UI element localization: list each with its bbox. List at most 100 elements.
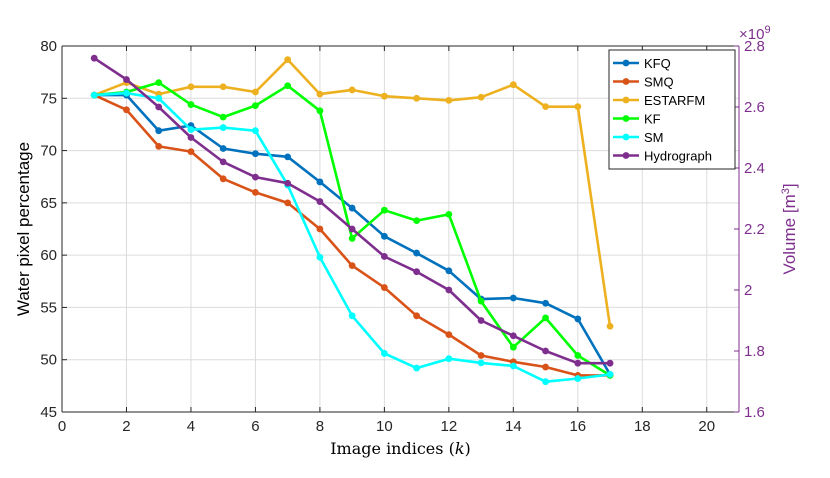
legend-marker-kf bbox=[622, 115, 630, 122]
point-kfq bbox=[316, 178, 324, 186]
point-sm bbox=[574, 375, 582, 382]
y-tick-label: 50 bbox=[40, 352, 57, 369]
point-estarfm bbox=[509, 81, 517, 89]
point-sm bbox=[123, 89, 130, 97]
axis-labels: Water pixel percentage Image indices (k) V… bbox=[14, 142, 799, 458]
point-sm bbox=[252, 127, 259, 135]
point-sm bbox=[542, 378, 549, 386]
point-estarfm bbox=[574, 103, 582, 111]
point-smq bbox=[219, 175, 227, 183]
point-kfq bbox=[542, 299, 549, 307]
x-tick-label: 10 bbox=[376, 418, 393, 435]
series-layer bbox=[90, 54, 614, 386]
y2-axis-label: Volume [m3] bbox=[780, 183, 799, 274]
point-sm bbox=[606, 370, 614, 378]
point-estarfm bbox=[606, 322, 614, 330]
point-sm bbox=[445, 355, 453, 363]
point-kf bbox=[155, 79, 163, 86]
y2-tick-label: 2.8 bbox=[744, 38, 765, 55]
legend-marker-kfq bbox=[622, 59, 630, 67]
x-tick-label: 8 bbox=[316, 418, 324, 435]
point-kf bbox=[509, 343, 517, 351]
point-hydrograph bbox=[509, 332, 517, 340]
y-tick-label: 55 bbox=[40, 299, 57, 316]
x-tick-label: 20 bbox=[698, 418, 715, 435]
point-hydrograph bbox=[574, 359, 582, 367]
x-tick-label: 12 bbox=[441, 418, 458, 435]
point-kf bbox=[316, 107, 324, 115]
point-estarfm bbox=[252, 88, 259, 96]
point-kfq bbox=[155, 127, 163, 135]
point-smq bbox=[123, 106, 130, 114]
axes: 0 2 4 6 8 10 12 14 16 18 20 45 50 55 60 65 70 75 80 1.6 1.8 2… bbox=[40, 24, 770, 435]
point-smq bbox=[252, 189, 259, 196]
x-tick-label: 2 bbox=[122, 418, 130, 435]
point-hydrograph bbox=[413, 268, 421, 276]
point-kf bbox=[284, 82, 292, 90]
point-kfq bbox=[380, 232, 388, 240]
point-estarfm bbox=[477, 93, 485, 101]
point-kfq bbox=[445, 267, 453, 275]
y-tick-label: 65 bbox=[40, 195, 57, 212]
point-kf bbox=[187, 101, 195, 108]
point-hydrograph bbox=[155, 103, 163, 111]
point-estarfm bbox=[219, 83, 227, 91]
legend-marker-estarfm bbox=[622, 96, 630, 104]
y2-tick-label: 2.4 bbox=[744, 160, 765, 177]
point-sm bbox=[348, 312, 356, 320]
y-tick-label: 75 bbox=[40, 90, 57, 107]
point-kfq bbox=[284, 153, 292, 161]
point-estarfm bbox=[284, 56, 292, 63]
point-hydrograph bbox=[606, 359, 614, 367]
point-hydrograph bbox=[316, 198, 324, 205]
x-tick-label: 18 bbox=[634, 418, 651, 435]
point-hydrograph bbox=[219, 158, 227, 166]
y2-tick-label: 1.6 bbox=[744, 404, 765, 421]
point-smq bbox=[542, 363, 549, 371]
point-kf bbox=[445, 210, 453, 218]
point-sm bbox=[477, 359, 485, 367]
x-tick-label: 14 bbox=[505, 418, 522, 435]
y2-exponent-label: ×109 bbox=[739, 24, 771, 43]
x-tick-label: 6 bbox=[251, 418, 259, 435]
point-hydrograph bbox=[542, 347, 549, 355]
point-smq bbox=[445, 331, 453, 339]
point-kf bbox=[252, 102, 259, 110]
point-estarfm bbox=[348, 86, 356, 94]
point-smq bbox=[316, 225, 324, 233]
legend-box bbox=[608, 49, 736, 170]
point-kf bbox=[413, 217, 421, 225]
point-hydrograph bbox=[348, 225, 356, 233]
x-tick-label: 16 bbox=[569, 418, 586, 435]
legend-marker-hydrograph bbox=[622, 152, 630, 159]
legend-label-estarfm: ESTARFM bbox=[644, 93, 705, 108]
point-sm bbox=[187, 126, 195, 134]
point-kfq bbox=[413, 249, 421, 257]
point-hydrograph bbox=[187, 134, 195, 141]
point-smq bbox=[380, 284, 388, 291]
y-tick-label: 60 bbox=[40, 247, 57, 264]
legend-label-kfq: KFQ bbox=[644, 56, 671, 71]
point-smq bbox=[348, 262, 356, 269]
legend-label-smq: SMQ bbox=[644, 75, 674, 90]
point-sm bbox=[90, 91, 98, 99]
y2-tick-label: 2 bbox=[744, 282, 752, 299]
point-hydrograph bbox=[284, 179, 292, 187]
x-tick-label: 4 bbox=[187, 418, 195, 435]
point-smq bbox=[155, 142, 163, 150]
point-sm bbox=[316, 253, 324, 261]
point-kf bbox=[574, 352, 582, 359]
point-smq bbox=[413, 312, 421, 320]
legend-marker-smq bbox=[622, 78, 630, 85]
point-kfq bbox=[219, 145, 227, 152]
point-hydrograph bbox=[123, 76, 130, 83]
point-estarfm bbox=[380, 92, 388, 100]
y2-tick-label: 2.6 bbox=[744, 99, 765, 116]
legend-marker-sm bbox=[622, 133, 630, 141]
point-hydrograph bbox=[380, 253, 388, 260]
point-hydrograph bbox=[445, 286, 453, 294]
point-sm bbox=[155, 94, 163, 102]
x-axis-label: Image indices (k) bbox=[330, 439, 471, 458]
point-kfq bbox=[348, 204, 356, 212]
